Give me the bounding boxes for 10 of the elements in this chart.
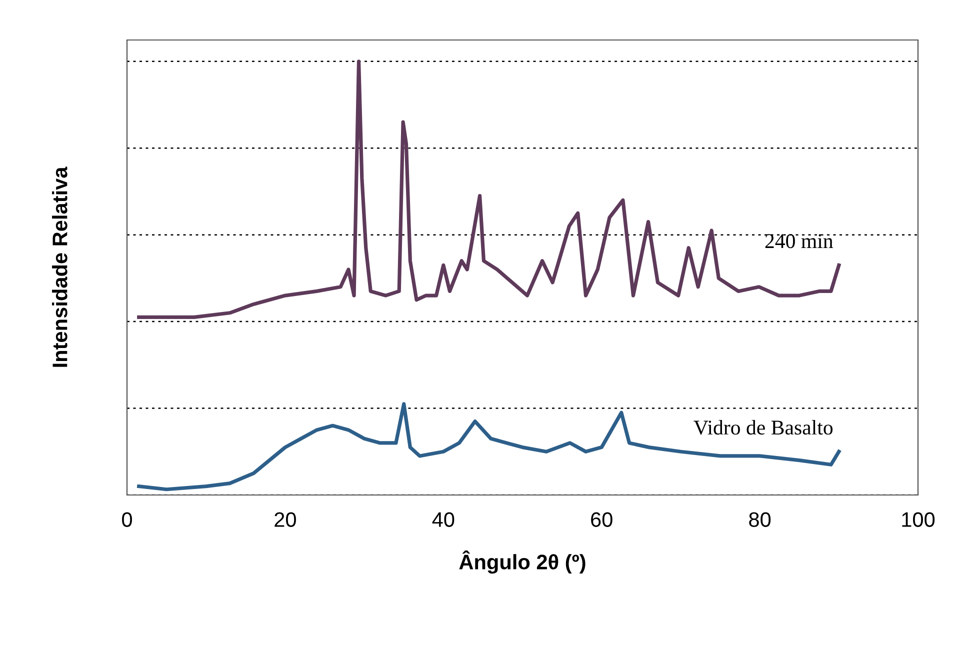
x-tick-label: 20 [274, 512, 296, 527]
x-tick-label: 100 [902, 512, 935, 527]
x-tick-label: 80 [749, 512, 771, 527]
x-tick-label: 0 [122, 512, 132, 527]
x-tick-label: 60 [591, 512, 612, 527]
y-axis-title: Intensidade Relativa [52, 166, 68, 367]
series-label: 240 min [765, 234, 834, 248]
series-label: Vidro de Basalto [694, 420, 833, 435]
x-axis-title: Ângulo 2θ (º) [459, 550, 586, 574]
x-tick-label: 40 [432, 512, 454, 527]
